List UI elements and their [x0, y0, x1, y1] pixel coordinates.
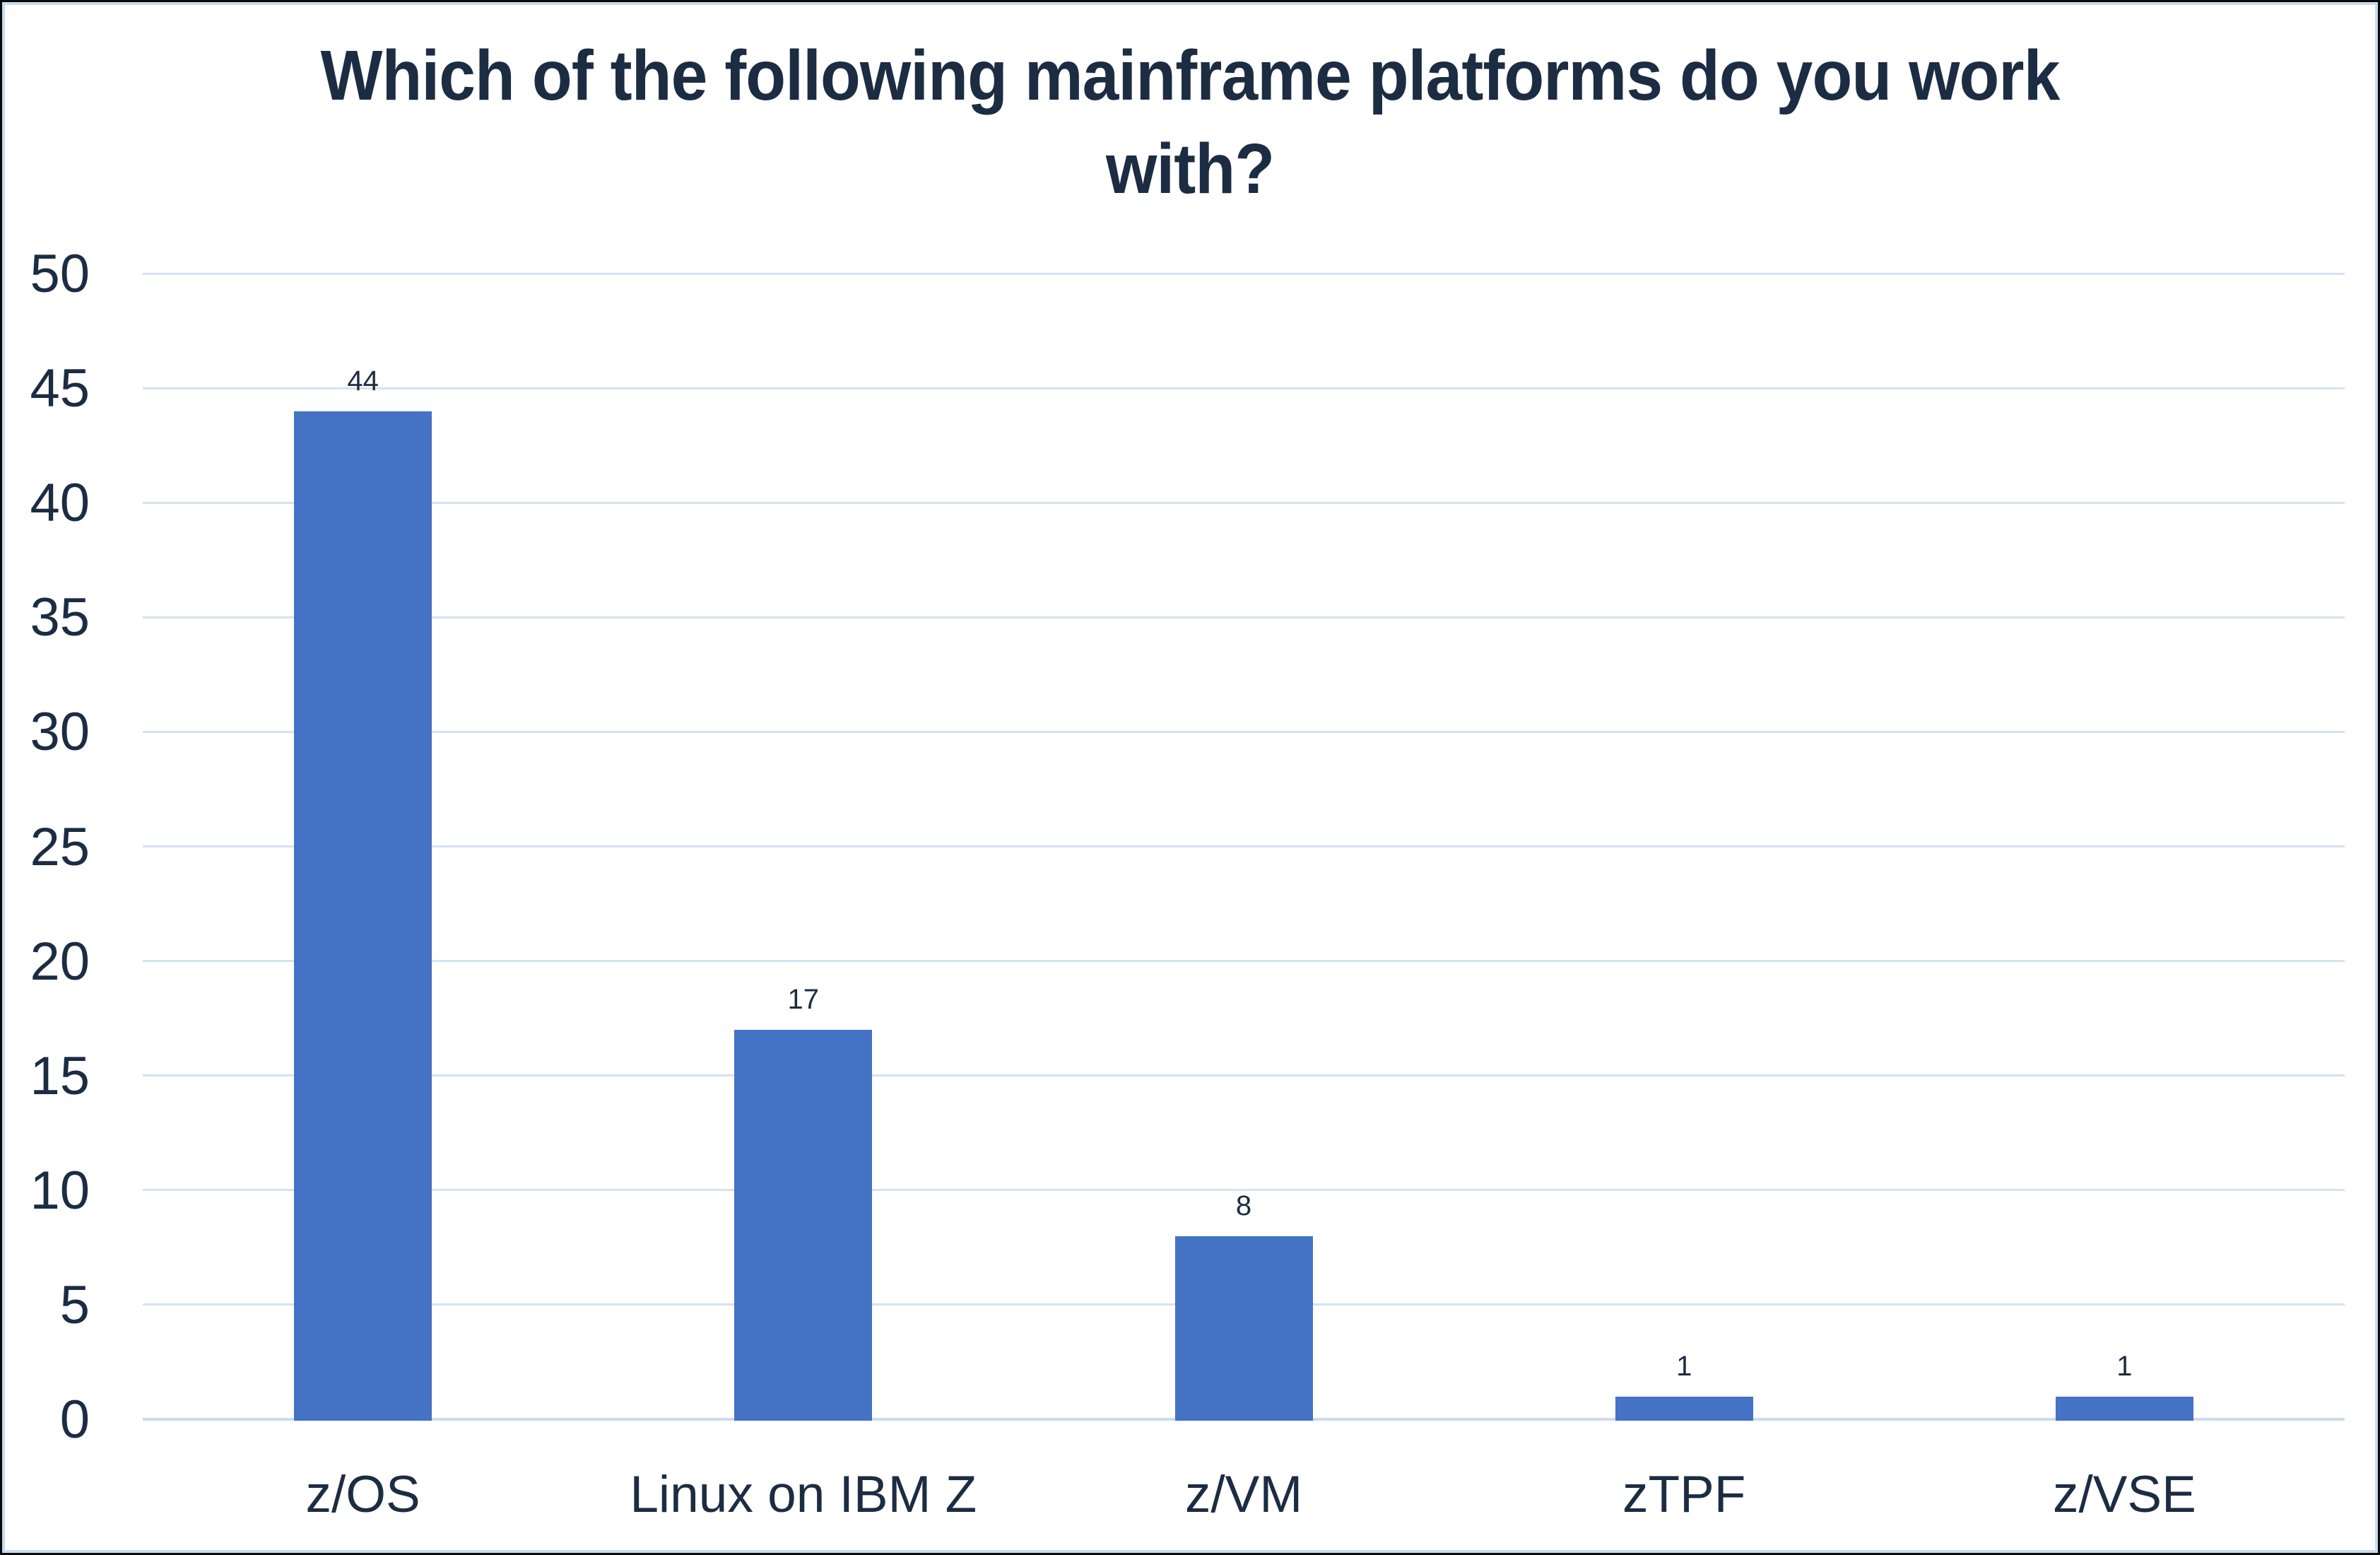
y-axis-tick-label-0: 0: [59, 1390, 90, 1450]
gridline-30: [143, 730, 2345, 733]
y-axis-tick-label-30: 30: [30, 702, 90, 763]
x-axis-category-label-ztpf: zTPF: [1622, 1466, 1746, 1523]
gridline-40: [143, 501, 2345, 504]
y-axis-tick-label-50: 50: [30, 244, 90, 304]
plot-area: 0 5 10 15 20 25 30 35 40 45 50 44 z/OS 17 Linux on IBM…: [5, 5, 2375, 1550]
bar-value-label-z-os: 44: [347, 365, 379, 397]
gridline-25: [143, 845, 2345, 847]
y-axis-tick-label-5: 5: [59, 1274, 90, 1335]
gridline-15: [143, 1074, 2345, 1077]
bar-ztpf: [1615, 1396, 1753, 1421]
bar-z-os: [294, 411, 432, 1421]
y-axis-tick-label-25: 25: [30, 816, 90, 877]
y-axis-tick-label-35: 35: [30, 587, 90, 648]
x-axis-category-label-z-vse: z/VSE: [2052, 1466, 2196, 1523]
bar-value-label-z-vm: 8: [1235, 1190, 1252, 1221]
bar-z-vse: [2055, 1396, 2193, 1421]
gridline-45: [143, 387, 2345, 389]
chart-title-line2: with?: [1105, 129, 1275, 209]
y-axis-tick-label-20: 20: [30, 931, 90, 992]
x-axis-category-label-z-os: z/OS: [305, 1466, 420, 1523]
bar-z-vm: [1174, 1236, 1313, 1421]
bar-linux-on-ibm-z: [734, 1029, 873, 1421]
gridline-35: [143, 616, 2345, 618]
y-axis-tick-label-15: 15: [30, 1045, 90, 1106]
bar-value-label-ztpf: 1: [1676, 1350, 1692, 1382]
bar-value-label-linux-on-ibm-z: 17: [787, 983, 820, 1015]
x-axis-category-label-z-vm: z/VM: [1184, 1466, 1303, 1523]
chart-title: Which of the following mainframe platfor…: [5, 29, 2375, 216]
y-axis-tick-label-10: 10: [30, 1160, 90, 1221]
x-axis-category-label-linux-on-ibm-z: Linux on IBM Z: [630, 1466, 977, 1523]
bar-value-label-z-vse: 1: [2116, 1350, 2133, 1382]
chart-title-text: Which of the following mainframe platfor…: [320, 29, 2061, 216]
gridline-20: [143, 960, 2345, 963]
y-axis-tick-label-45: 45: [30, 358, 90, 419]
gridline-50: [143, 272, 2345, 275]
gridline-10: [143, 1189, 2345, 1192]
chart-title-line1: Which of the following mainframe platfor…: [320, 36, 2061, 115]
y-axis-tick-label-40: 40: [30, 473, 90, 534]
